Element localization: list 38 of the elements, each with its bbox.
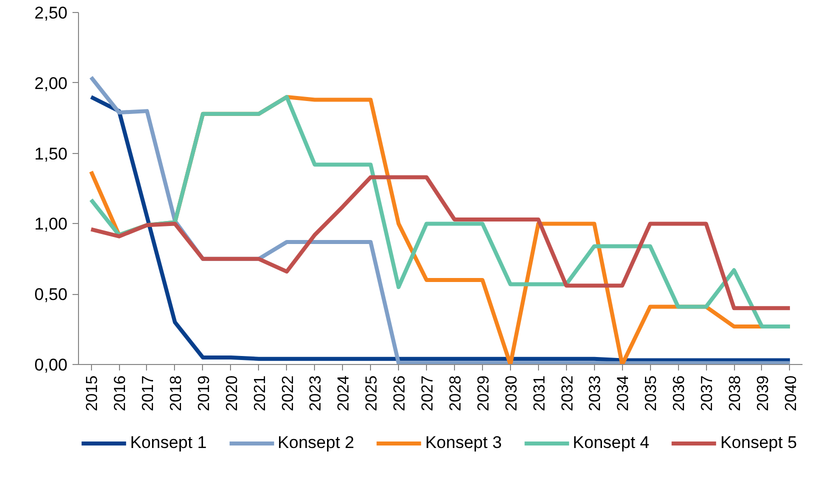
- legend-label: Konsept 5: [720, 433, 797, 453]
- x-tick-label: 2028: [447, 375, 464, 412]
- x-tick-label: 2015: [84, 375, 102, 412]
- x-tick-label: 2035: [643, 375, 660, 412]
- line-series: [89, 175, 792, 310]
- x-tick-label: 2018: [168, 375, 185, 412]
- x-tick-label: 2030: [503, 375, 520, 412]
- x-tick-label: 2040: [782, 375, 800, 412]
- x-tick-label: 2023: [308, 375, 325, 412]
- y-tick-label: 1,00: [34, 214, 68, 234]
- x-tick-label: 2031: [531, 375, 548, 412]
- x-tick-label: 2038: [727, 375, 744, 412]
- legend-label: Konsept 2: [278, 433, 354, 453]
- x-tick-label: 2039: [754, 375, 772, 412]
- x-tick-label: 2033: [587, 375, 604, 412]
- x-tick-label: 2024: [336, 375, 353, 412]
- x-tick-label: 2022: [280, 375, 297, 412]
- x-tick-label: 2026: [392, 375, 409, 412]
- x-tick-label: 2037: [699, 375, 716, 412]
- legend-label: Konsept 1: [130, 433, 207, 453]
- x-tick-label: 2020: [224, 375, 241, 412]
- x-tick-label: 2025: [364, 375, 381, 412]
- x-tick-label: 2016: [112, 375, 130, 412]
- x-tick-label: 2029: [475, 375, 492, 412]
- legend-label: Konsept 3: [425, 433, 502, 453]
- y-tick-label: 0,50: [34, 285, 68, 304]
- x-tick-label: 2027: [420, 375, 437, 412]
- y-tick-label: 1,50: [34, 144, 68, 164]
- x-tick-label: 2017: [140, 375, 157, 412]
- x-tick-label: 2034: [615, 375, 632, 412]
- y-tick-label: 2,00: [34, 74, 68, 93]
- x-tick-label: 2021: [252, 375, 269, 412]
- y-tick-label: 2,50: [34, 4, 68, 22]
- x-tick-label: 2036: [671, 375, 688, 412]
- y-tick-label: 0,00: [34, 356, 68, 374]
- x-tick-label: 2032: [559, 375, 576, 412]
- x-tick-label: 2019: [196, 375, 213, 412]
- legend-label: Konsept 4: [572, 433, 650, 453]
